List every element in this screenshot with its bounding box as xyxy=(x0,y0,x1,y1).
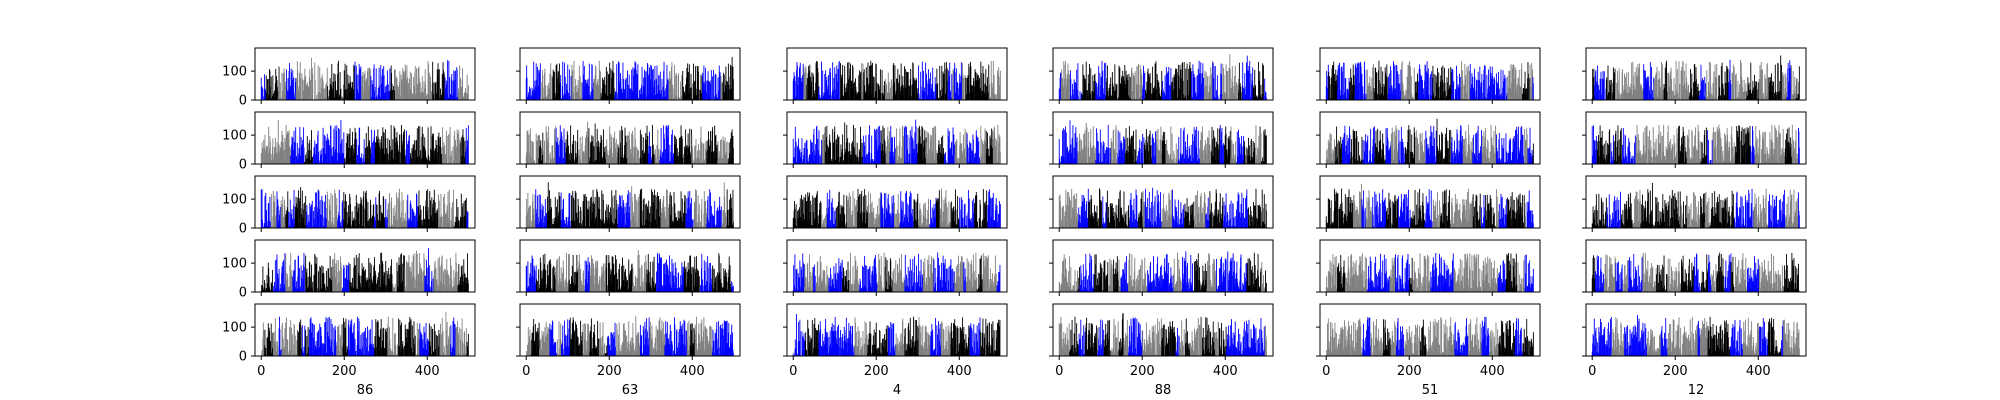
y-tick-label: 100 xyxy=(222,129,247,144)
y-tick-label: 100 xyxy=(222,257,247,272)
y-tick-label: 0 xyxy=(239,350,247,365)
bar-series xyxy=(260,187,469,228)
subplot-r2-c2 xyxy=(516,111,741,168)
axes-frame xyxy=(519,239,741,293)
bar-series xyxy=(525,316,734,356)
x-tick-label: 200 xyxy=(332,364,357,379)
subplot-r1-c2 xyxy=(516,47,741,104)
y-tick-label: 0 xyxy=(239,94,247,109)
subplot-r3-c1: 0 100 xyxy=(222,175,476,237)
axes-frame xyxy=(519,47,741,101)
axes-frame xyxy=(254,111,476,165)
axes-frame xyxy=(519,111,741,165)
bar-series xyxy=(525,182,734,228)
y-tick-label: 100 xyxy=(222,65,247,80)
axes-frame xyxy=(254,47,476,101)
subplot-r3-c2 xyxy=(516,175,741,232)
bar-series xyxy=(260,58,469,100)
y-tick-label: 0 xyxy=(239,222,247,237)
axes-frame xyxy=(254,175,476,229)
x-tick-label: 0 xyxy=(257,364,265,379)
y-tick-label: 0 xyxy=(239,286,247,301)
subplot-r4-c2 xyxy=(516,239,741,296)
bar-series xyxy=(260,311,469,356)
subplot-r2-c1: 0 100 xyxy=(222,111,476,173)
y-tick-label: 100 xyxy=(222,321,247,336)
column-label: 86 xyxy=(357,383,374,398)
subplot-r1-c1: 0 100 xyxy=(222,47,476,109)
axes-frame xyxy=(519,175,741,229)
y-tick-label: 100 xyxy=(222,193,247,208)
x-tick-label: 400 xyxy=(415,364,440,379)
axes-frame xyxy=(254,239,476,293)
axes-frame xyxy=(254,303,476,357)
subplot-r5-c1: 0 100 0 200 400 86 xyxy=(222,303,476,398)
y-tick-label: 0 xyxy=(239,158,247,173)
bar-series xyxy=(260,120,469,164)
bar-series xyxy=(525,250,734,292)
subplot-r4-c1: 0 100 xyxy=(222,239,476,301)
bar-series xyxy=(260,248,469,292)
bar-series xyxy=(525,121,734,164)
bar-series xyxy=(525,56,734,100)
